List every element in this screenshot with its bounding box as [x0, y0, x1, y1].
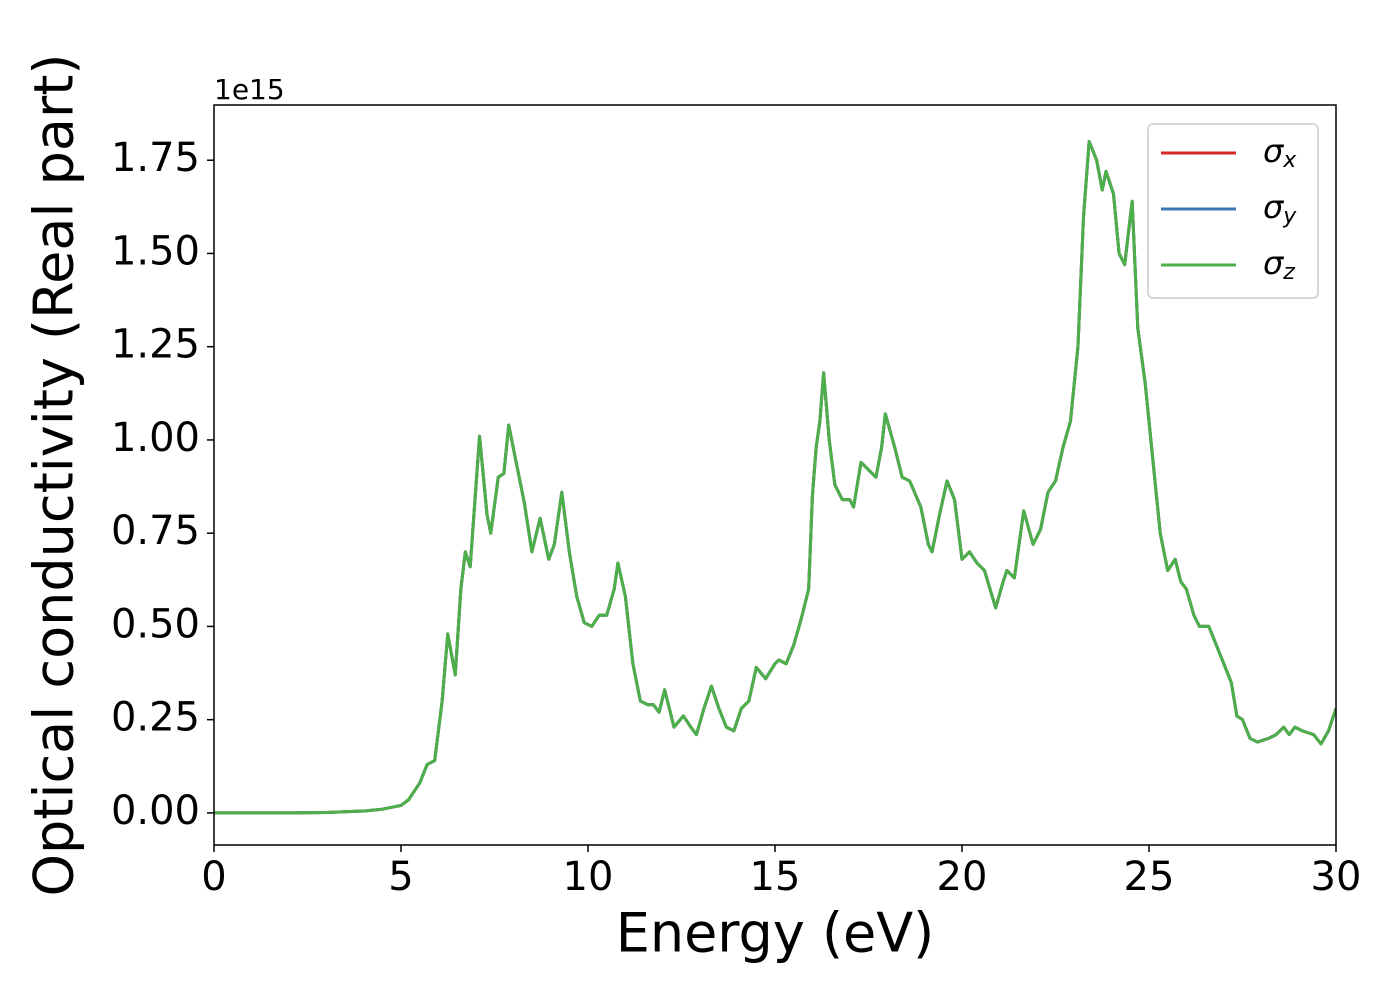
y-tick-label: 1.50: [111, 228, 200, 274]
x-tick-label: 15: [750, 854, 801, 900]
y-tick-label: 1.00: [111, 415, 200, 461]
x-tick-label: 20: [937, 854, 988, 900]
x-tick-label: 10: [563, 854, 614, 900]
legend-label: σy: [1263, 188, 1297, 229]
x-tick-label: 25: [1124, 854, 1175, 900]
legend-label: σx: [1263, 132, 1297, 173]
y-tick-label: 0.25: [111, 695, 200, 741]
y-tick-label: 0.50: [111, 601, 200, 647]
y-tick-label: 0.75: [111, 508, 200, 554]
x-tick-label: 5: [388, 854, 413, 900]
y-tick-label: 0.00: [111, 788, 200, 834]
x-tick-label: 30: [1311, 854, 1362, 900]
y-tick-label: 1.25: [111, 322, 200, 368]
y-axis-label: Optical conductivity (Real part): [23, 54, 86, 897]
x-tick-label: 0: [201, 854, 226, 900]
y-tick-label: 1.75: [111, 135, 200, 181]
series-line: [214, 140, 1336, 815]
y-offset-label: 1e15: [214, 73, 285, 106]
x-axis-label: Energy (eV): [616, 902, 935, 965]
plot-frame: [213, 104, 1337, 846]
legend-box: [1147, 123, 1319, 299]
legend-label: σz: [1263, 244, 1295, 285]
